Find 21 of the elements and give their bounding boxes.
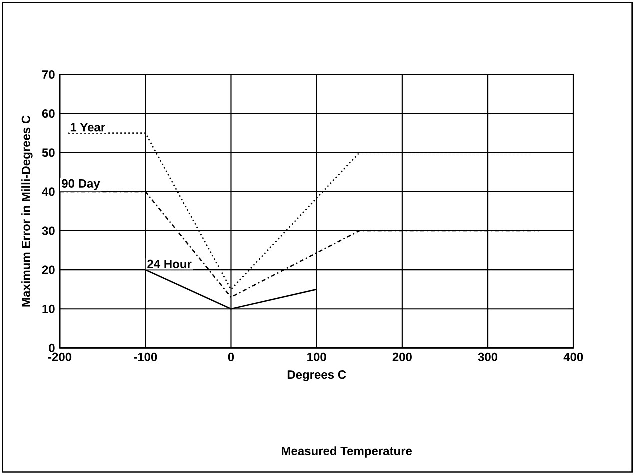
y-tick-label: 30 bbox=[42, 226, 55, 236]
x-tick-label: 400 bbox=[564, 352, 584, 362]
y-tick-label: 40 bbox=[42, 188, 55, 196]
text: Measured Temperature bbox=[282, 446, 412, 458]
y-tick-label: 20 bbox=[42, 266, 55, 274]
x-tick-label: -200 bbox=[48, 352, 72, 362]
x-tick-label: 300 bbox=[478, 352, 498, 362]
x-tick-label: 200 bbox=[392, 352, 412, 362]
y-tick-label: 70 bbox=[42, 70, 55, 80]
series-label: 90 Day bbox=[62, 179, 100, 190]
y-tick-label: 0 bbox=[49, 344, 55, 352]
y-tick-label: 60 bbox=[42, 110, 55, 118]
x-tick-label: -100 bbox=[134, 352, 158, 362]
y-axis-title: Maximum Error in Milli-Degrees C bbox=[22, 116, 33, 307]
series-label: 24 Hour bbox=[148, 260, 192, 268]
y-tick-label: 50 bbox=[42, 148, 55, 158]
x-axis-title: Degrees C bbox=[288, 370, 346, 382]
y-tick-label: 10 bbox=[42, 304, 55, 314]
x-tick-label: 0 bbox=[228, 352, 234, 362]
x-tick-label: 100 bbox=[308, 352, 326, 362]
series-label: 1 Year bbox=[70, 123, 106, 132]
